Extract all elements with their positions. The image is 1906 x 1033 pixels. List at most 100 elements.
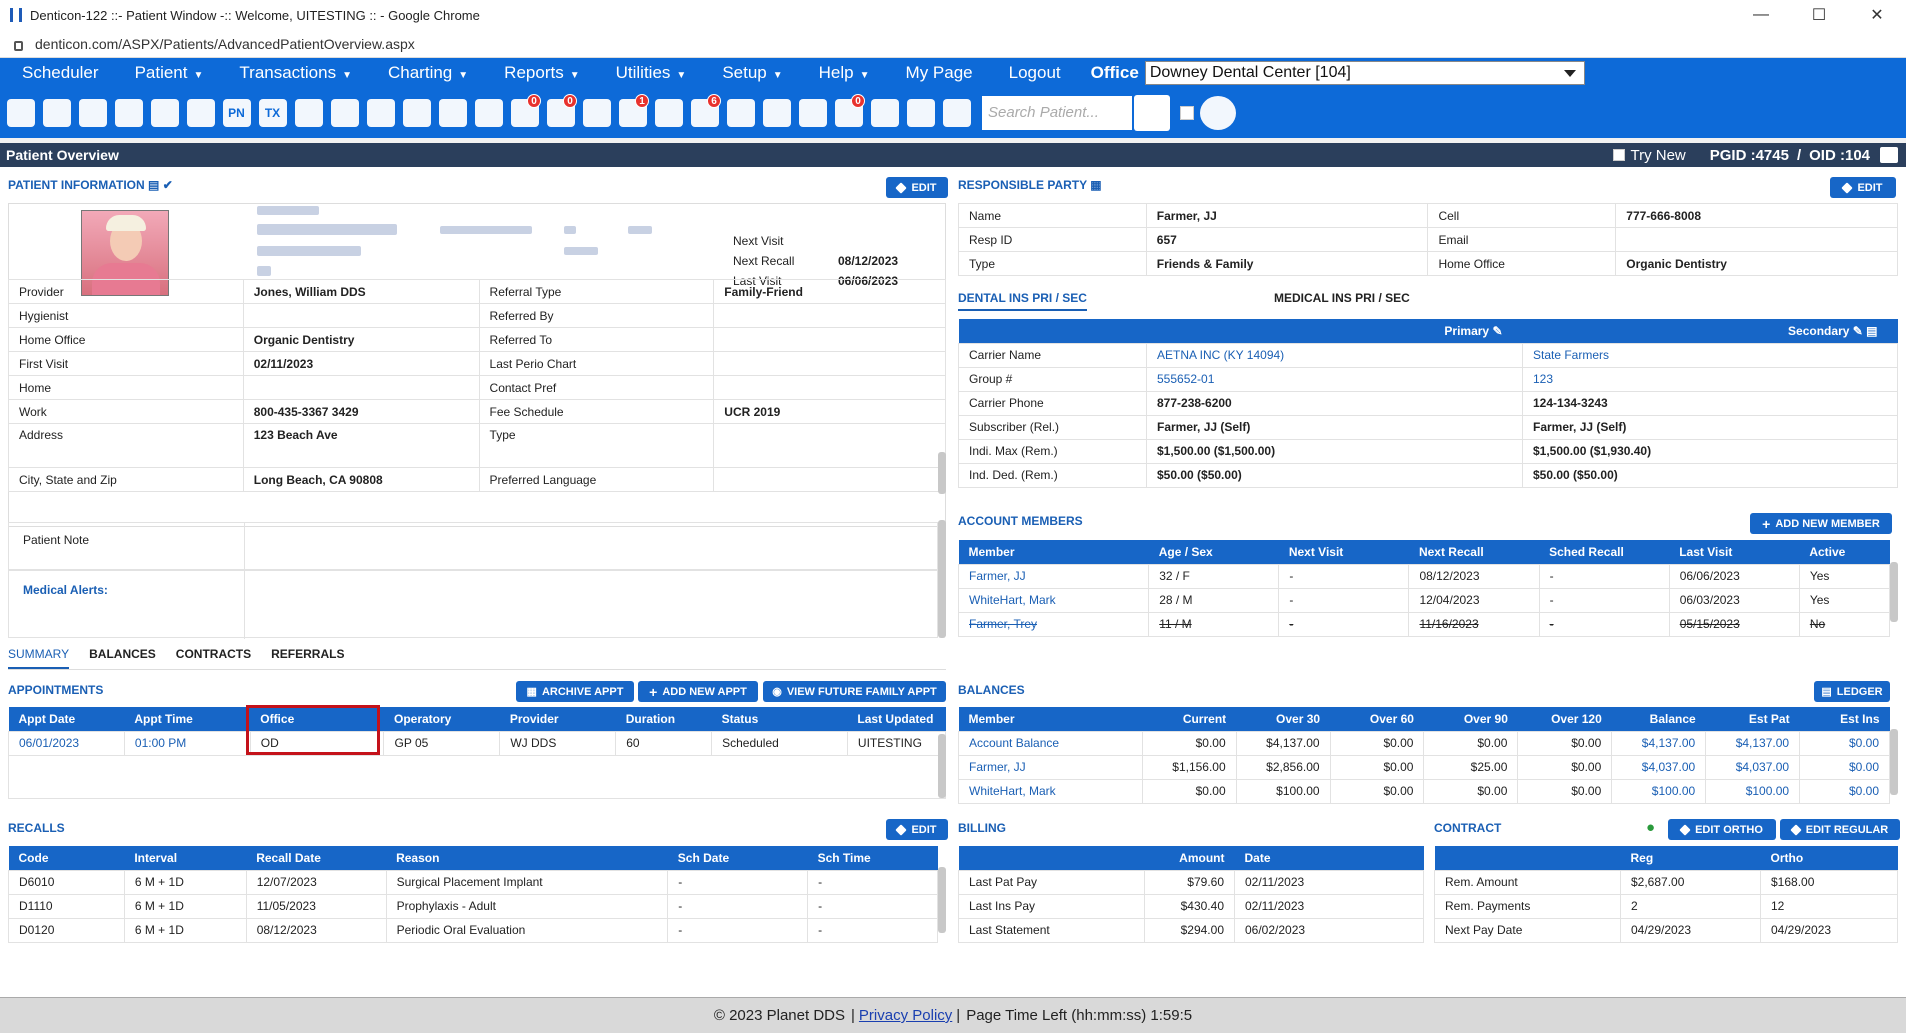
column-header[interactable]: Sch Date: [667, 846, 808, 870]
progress-notes-icon[interactable]: PN: [220, 96, 253, 130]
clock-icon[interactable]: [580, 96, 613, 130]
tooth-icon[interactable]: [148, 96, 181, 130]
treatment-plan-icon[interactable]: TX: [256, 96, 289, 130]
recalls-scrollbar[interactable]: [938, 867, 946, 933]
address-bar[interactable]: denticon.com/ASPX/Patients/AdvancedPatie…: [0, 30, 1906, 58]
add-new-member-button[interactable]: + ADD NEW MEMBER: [1750, 513, 1892, 534]
insurance-value[interactable]: 123: [1522, 366, 1898, 392]
portal-icon[interactable]: 6: [688, 94, 721, 130]
message-icon[interactable]: 0: [508, 94, 541, 130]
forms-icon[interactable]: 0: [832, 94, 865, 130]
group-search-icon[interactable]: [1200, 96, 1236, 130]
medical-alerts-label[interactable]: Medical Alerts:: [23, 583, 108, 597]
money-hand-icon[interactable]: ●: [1646, 819, 1656, 836]
column-header[interactable]: Active: [1799, 540, 1890, 564]
column-header[interactable]: Provider: [499, 707, 616, 731]
insurance-value[interactable]: State Farmers: [1522, 342, 1898, 368]
menu-scheduler[interactable]: Scheduler: [22, 63, 99, 82]
column-header[interactable]: Over 30: [1236, 707, 1331, 731]
printer-icon[interactable]: [904, 96, 937, 130]
office-select[interactable]: Downey Dental Center [104]: [1144, 61, 1585, 85]
tooth-chart-icon[interactable]: [724, 96, 757, 130]
tab-dental-ins[interactable]: DENTAL INS PRI / SEC: [958, 291, 1087, 311]
tab-balances[interactable]: BALANCES: [89, 647, 156, 661]
column-header[interactable]: Sch Time: [807, 846, 938, 870]
menu-setup[interactable]: Setup ▼: [722, 63, 783, 82]
table-row[interactable]: Farmer, Trey 11 / M -11/16/2023-05/15/2023…: [957, 611, 1891, 637]
edit-doc-icon[interactable]: ✎: [1852, 323, 1863, 338]
insurance-value[interactable]: 555652-01: [1146, 366, 1523, 392]
tab-summary[interactable]: SUMMARY: [8, 647, 70, 669]
check-icon[interactable]: ✔: [162, 178, 173, 192]
maximize-icon[interactable]: ☐: [1811, 7, 1827, 24]
column-header[interactable]: Status: [711, 707, 848, 731]
table-row[interactable]: Account Balance $0.00 $4,137.00 $0.00 $0.00 $…: [958, 730, 1890, 756]
column-header[interactable]: Sched Recall: [1539, 540, 1670, 564]
menu-help[interactable]: Help ▼: [818, 63, 870, 82]
notes-icon[interactable]: [400, 96, 433, 130]
column-header[interactable]: Duration: [615, 707, 712, 731]
table-row[interactable]: Farmer, JJ 32 / F -08/12/2023-06/06/2023 Ye…: [957, 563, 1891, 589]
dollar-icon[interactable]: [76, 96, 109, 130]
patient-search-icon[interactable]: [1134, 95, 1170, 131]
download-icon[interactable]: [940, 96, 973, 130]
rx-icon[interactable]: [364, 96, 397, 130]
column-header[interactable]: Appt Date: [8, 707, 125, 731]
table-row[interactable]: D1110 6 M + 1D 11/05/2023 Prophylaxis - Adu…: [8, 893, 938, 919]
menu-my-page[interactable]: My Page: [905, 63, 973, 82]
globe-user-icon[interactable]: 1: [616, 94, 649, 130]
column-header[interactable]: Next Recall: [1408, 540, 1540, 564]
table-row[interactable]: Farmer, JJ $1,156.00 $2,856.00 $0.00 $25.00 $…: [958, 754, 1890, 780]
table-row[interactable]: D6010 6 M + 1D 12/07/2023 Surgical Placemen…: [8, 869, 938, 895]
add-patient-icon[interactable]: [292, 96, 325, 130]
implant-icon[interactable]: [184, 96, 217, 130]
column-header[interactable]: Next Visit: [1278, 540, 1409, 564]
tab-medical-ins[interactable]: MEDICAL INS PRI / SEC: [1274, 291, 1410, 305]
table-row[interactable]: Last Ins Pay $430.40 02/11/2023: [958, 893, 1424, 919]
table-row[interactable]: Last Statement $294.00 06/02/2023: [958, 917, 1424, 943]
tab-referrals[interactable]: REFERRALS: [271, 647, 345, 661]
column-header[interactable]: Over 60: [1330, 707, 1424, 731]
print-icon[interactable]: [1880, 147, 1898, 163]
column-header[interactable]: Balance: [1611, 707, 1706, 731]
balances-scrollbar[interactable]: [1890, 729, 1898, 795]
add-new-appt-button[interactable]: + ADD NEW APPT: [638, 681, 758, 702]
menu-charting[interactable]: Charting ▼: [388, 63, 469, 82]
notes-icon[interactable]: ▤: [148, 178, 160, 192]
menu-logout[interactable]: Logout: [1008, 63, 1061, 82]
table-row[interactable]: 06/01/2023 01:00 PM OD GP 05 WJ DDS 60 Schedul…: [8, 730, 947, 756]
doc-icon[interactable]: ▤: [1866, 323, 1878, 338]
chart-pen-icon[interactable]: [112, 96, 145, 130]
column-header[interactable]: Recall Date: [246, 846, 387, 870]
appointments-scrollbar[interactable]: [938, 734, 946, 798]
column-header[interactable]: Est Pat: [1705, 707, 1800, 731]
url-text[interactable]: denticon.com/ASPX/Patients/AdvancedPatie…: [35, 35, 415, 52]
home-icon[interactable]: [40, 96, 73, 130]
tab-contracts[interactable]: CONTRACTS: [175, 647, 252, 661]
column-header[interactable]: Age / Sex: [1148, 540, 1279, 564]
patient-info-scrollbar[interactable]: [938, 452, 946, 494]
close-icon[interactable]: ✕: [1870, 7, 1884, 24]
edit-regular-button[interactable]: EDIT REGULAR: [1780, 819, 1900, 840]
edit-doc-icon[interactable]: ✎: [1492, 323, 1503, 338]
column-header[interactable]: Last Visit: [1669, 540, 1800, 564]
globe-search-icon[interactable]: [796, 96, 829, 130]
patient-edit-button[interactable]: EDIT: [886, 177, 948, 198]
menu-reports[interactable]: Reports ▼: [504, 63, 580, 82]
column-header[interactable]: Member: [958, 540, 1149, 564]
privacy-policy-link[interactable]: Privacy Policy: [858, 1007, 953, 1024]
dollar-doc-icon[interactable]: ▦: [1090, 178, 1102, 192]
insurance-value[interactable]: AETNA INC (KY 14094): [1146, 342, 1523, 368]
column-header[interactable]: Est Ins: [1799, 707, 1890, 731]
try-new-label[interactable]: Try New: [1630, 146, 1686, 164]
add-family-icon[interactable]: [328, 96, 361, 130]
edit-ortho-button[interactable]: EDIT ORTHO: [1668, 819, 1776, 840]
table-row[interactable]: Rem. Amount $2,687.00 $168.00: [1434, 869, 1898, 895]
table-row[interactable]: Next Pay Date 04/29/2023 04/29/2023: [1434, 917, 1898, 943]
calendar-icon[interactable]: [4, 96, 37, 130]
group-icon[interactable]: [868, 96, 901, 130]
column-header[interactable]: Office: [250, 707, 384, 731]
responsible-edit-button[interactable]: EDIT: [1830, 177, 1896, 198]
column-header[interactable]: Reason: [386, 846, 668, 870]
table-row[interactable]: Rem. Payments 2 12: [1434, 893, 1898, 919]
